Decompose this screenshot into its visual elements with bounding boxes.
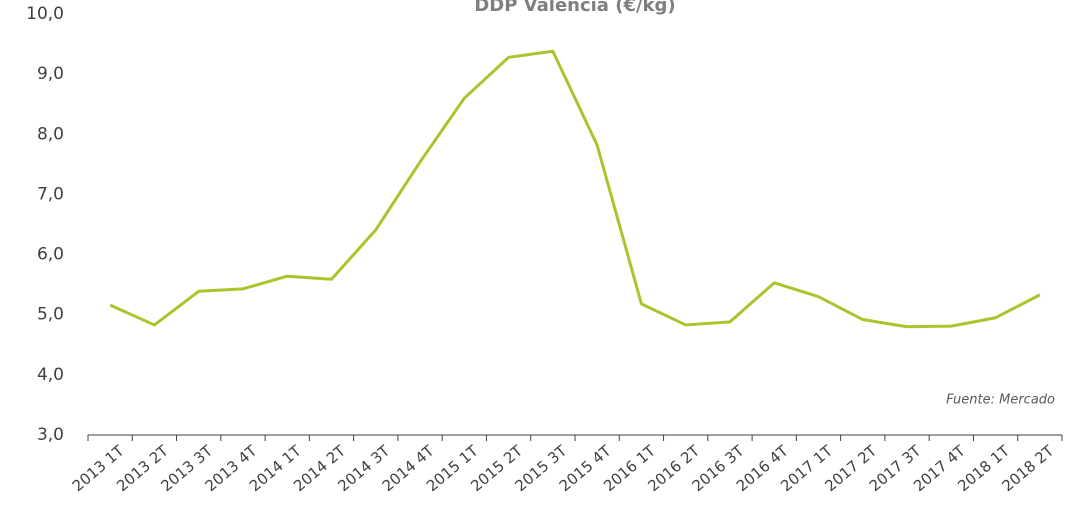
y-tick-label: 3,0	[37, 425, 64, 445]
annotation: Fuente: Mercado	[946, 393, 1055, 408]
y-tick-label: 4,0	[37, 365, 64, 385]
y-tick-label: 8,0	[37, 124, 64, 144]
chart-title: DDP Valencia (€/kg)	[474, 0, 675, 16]
y-tick-label: 5,0	[37, 305, 64, 325]
y-tick-label: 6,0	[37, 245, 64, 265]
y-tick-label: 7,0	[37, 184, 64, 204]
y-tick-label: 9,0	[37, 64, 64, 84]
data-line	[109, 49, 1041, 329]
y-tick-label: 10,0	[26, 4, 64, 24]
